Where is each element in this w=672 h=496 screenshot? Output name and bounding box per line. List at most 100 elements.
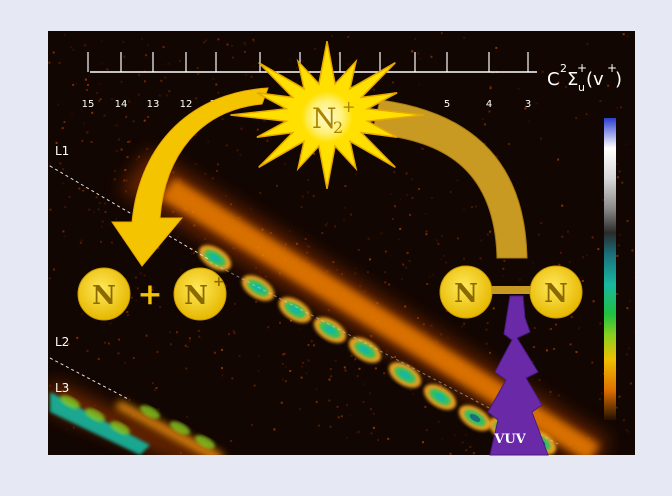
molecule-atom-left-label: N (454, 279, 478, 309)
speckle-dot (440, 32, 443, 35)
speckle-dot (540, 137, 543, 140)
axis-label-sigma: Σ (567, 69, 578, 90)
speckle-dot (244, 50, 246, 53)
speckle-dot (399, 198, 402, 201)
speckle-dot (125, 115, 128, 118)
speckle-dot (621, 181, 624, 184)
speckle-dot (70, 112, 73, 115)
speckle-dot (313, 344, 315, 347)
speckle-dot (463, 322, 466, 325)
molecule-atom-left (439, 265, 493, 319)
speckle-dot (424, 405, 427, 408)
speckle-dot (495, 46, 498, 49)
speckle-dot (532, 262, 535, 265)
speckle-dot (414, 37, 417, 40)
speckle-dot (409, 388, 412, 391)
speckle-dot (251, 423, 253, 426)
speckle-dot (252, 38, 255, 41)
speckle-dot (338, 53, 340, 56)
speckle-dot (110, 241, 113, 244)
speckle-dot (310, 340, 313, 343)
speckle-dot (315, 400, 318, 403)
speckle-dot (65, 428, 68, 431)
speckle-dot (300, 59, 303, 62)
speckle-dot (356, 375, 359, 378)
speckle-dot (334, 225, 336, 228)
band-blob-core (289, 305, 301, 315)
speckle-dot (126, 156, 129, 159)
speckle-dot (362, 401, 365, 404)
speckle-dot (82, 189, 85, 192)
speckle-dot (329, 368, 332, 371)
speckle-dot (185, 367, 188, 370)
speckle-dot (470, 206, 473, 208)
speckle-dot (75, 82, 78, 85)
speckle-dot (321, 232, 324, 235)
speckle-dot (84, 44, 87, 47)
speckle-dot (117, 352, 120, 355)
speckle-dot (266, 139, 269, 142)
speckle-dot (634, 331, 635, 334)
speckle-dot (569, 343, 572, 346)
speckle-dot (541, 70, 544, 73)
speckle-dot (111, 98, 114, 100)
speckle-dot (460, 325, 463, 328)
speckle-dot (436, 239, 438, 242)
speckle-dot (217, 91, 220, 94)
speckle-dot (49, 208, 52, 211)
speckle-dot (390, 357, 393, 360)
speckle-dot (549, 390, 552, 393)
speckle-dot (383, 372, 386, 375)
speckle-dot (87, 84, 89, 86)
speckle-dot (405, 172, 408, 175)
speckle-dot (489, 87, 492, 90)
speckle-dot (80, 239, 83, 242)
speckle-dot (183, 247, 186, 249)
speckle-dot (224, 284, 227, 287)
band-blob-core (434, 392, 446, 402)
speckle-dot (336, 405, 339, 408)
speckle-dot (176, 331, 178, 334)
speckle-dot (469, 445, 472, 448)
speckle-dot (55, 141, 58, 144)
speckle-dot (404, 305, 407, 308)
speckle-dot (462, 325, 465, 327)
speckle-dot (164, 76, 167, 79)
speckle-dot (238, 354, 241, 357)
speckle-dot (128, 140, 131, 143)
speckle-dot (67, 343, 70, 346)
speckle-dot (549, 393, 552, 396)
lower-band-blob (110, 421, 130, 435)
speckle-dot (204, 39, 207, 42)
lower-band-blob (85, 408, 105, 422)
speckle-dot (581, 280, 584, 282)
fragment-atom-nplus-label: N (184, 281, 208, 311)
speckle-dot (106, 68, 109, 71)
tick-label: 14 (115, 99, 128, 110)
speckle-dot (616, 254, 619, 257)
speckle-dot (337, 416, 340, 419)
speckle-dot (391, 218, 394, 220)
speckle-dot (151, 288, 154, 291)
speckle-dot (598, 398, 601, 401)
speckle-dot (62, 182, 65, 185)
speckle-dot (620, 106, 623, 109)
arrow-dissociation (111, 87, 269, 267)
speckle-dot (196, 67, 199, 70)
speckle-dot (581, 276, 584, 279)
speckle-dot (96, 92, 98, 94)
speckle-dot (347, 35, 350, 38)
speckle-dot (215, 83, 218, 86)
speckle-dot (599, 100, 602, 102)
speckle-dot (78, 187, 81, 190)
speckle-dot (299, 154, 302, 157)
speckle-dot (244, 44, 247, 46)
speckle-dot (561, 204, 564, 207)
speckle-dot (369, 258, 371, 261)
lower-band-blob (170, 421, 190, 435)
speckle-dot (62, 230, 65, 233)
fragment-plus: + (137, 277, 162, 312)
speckle-dot (124, 169, 127, 171)
speckle-dot (273, 428, 276, 431)
